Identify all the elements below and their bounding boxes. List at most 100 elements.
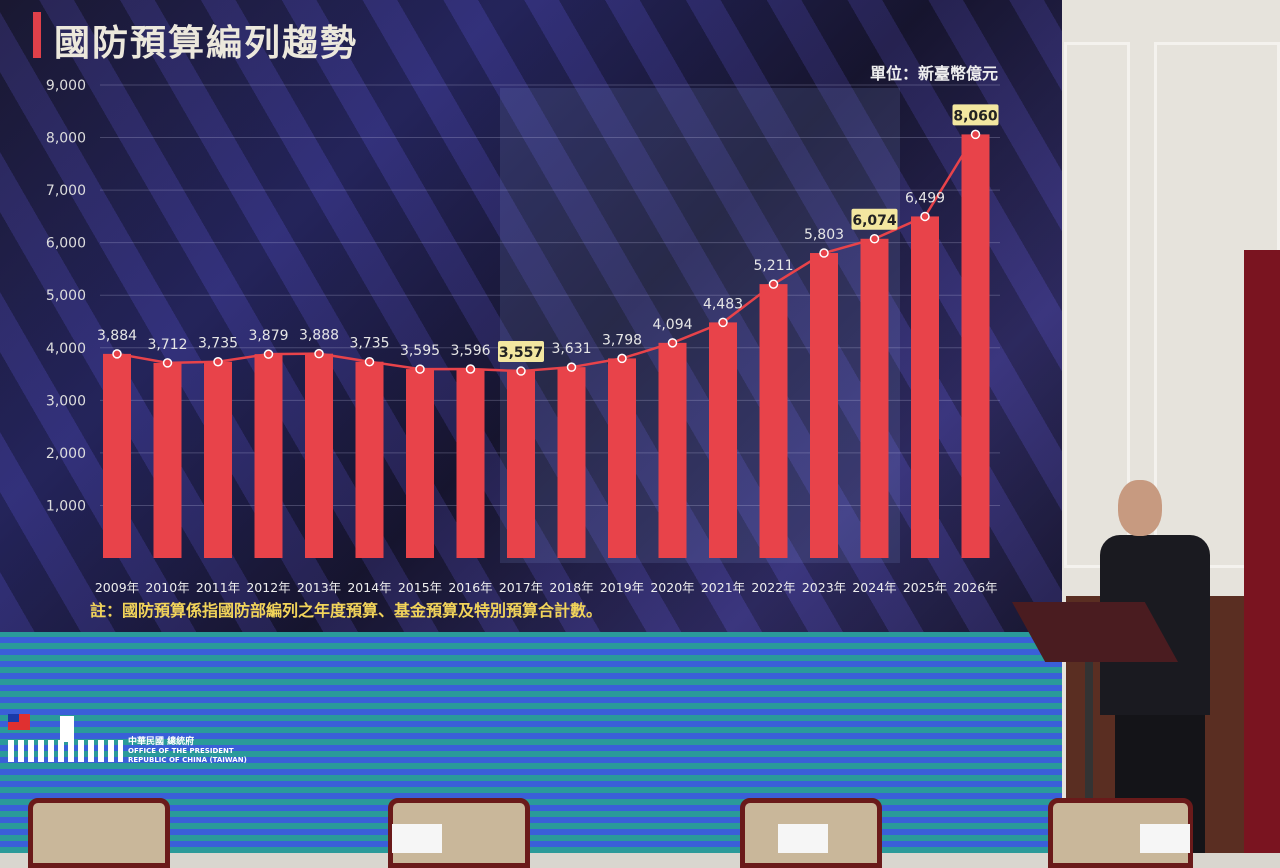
data-label: 3,712 bbox=[147, 337, 187, 353]
data-point bbox=[667, 338, 678, 348]
bar bbox=[305, 353, 333, 558]
data-label: 5,803 bbox=[804, 227, 844, 243]
wall-panel bbox=[1064, 42, 1130, 568]
data-point bbox=[718, 317, 728, 328]
x-tick-label: 2022年 bbox=[751, 580, 795, 595]
y-tick-label: 2,000 bbox=[46, 446, 86, 462]
chair bbox=[28, 798, 170, 868]
unit-label: 單位：新臺幣億元 bbox=[869, 64, 998, 83]
highlight-box bbox=[952, 104, 999, 126]
bar bbox=[103, 353, 131, 558]
x-tick-label: 2023年 bbox=[802, 580, 846, 595]
footnote: 註：國防預算係指國防部編列之年度預算、基金預算及特別預算合計數。 bbox=[90, 601, 603, 620]
name-card bbox=[778, 824, 828, 853]
name-card bbox=[1140, 824, 1190, 853]
data-label: 5,211 bbox=[753, 258, 793, 274]
data-point bbox=[970, 129, 981, 140]
data-label: 3,557 bbox=[499, 345, 543, 361]
budget-chart: 1,000 2,000 3,000 4,000 5,000 6,000 7,000 8,000… bbox=[46, 78, 1000, 595]
data-point bbox=[314, 348, 324, 359]
data-label: 3,798 bbox=[602, 332, 642, 348]
bar bbox=[911, 216, 939, 558]
data-point bbox=[768, 279, 779, 289]
bar bbox=[709, 322, 737, 558]
bar bbox=[355, 361, 384, 558]
x-tick-label: 2026年 bbox=[953, 580, 997, 595]
podium-stand bbox=[1085, 660, 1093, 810]
flag-icon bbox=[8, 714, 30, 730]
data-label: 3,884 bbox=[97, 328, 137, 344]
y-tick-label: 1,000 bbox=[46, 498, 86, 514]
x-tick-label: 2010年 bbox=[145, 580, 189, 595]
bar bbox=[860, 238, 889, 558]
bar bbox=[153, 362, 182, 558]
data-label: 3,888 bbox=[299, 328, 339, 344]
bar bbox=[507, 371, 535, 558]
data-point bbox=[162, 358, 173, 368]
highlight-box bbox=[851, 208, 898, 230]
logo-name-en-1: OFFICE OF THE PRESIDENT bbox=[128, 747, 234, 755]
data-point bbox=[920, 211, 930, 222]
data-label: 6,499 bbox=[905, 190, 945, 206]
lower-backdrop bbox=[0, 632, 1070, 853]
bar bbox=[204, 361, 232, 558]
data-label: 4,094 bbox=[652, 317, 692, 333]
y-tick-label: 3,000 bbox=[46, 393, 86, 409]
data-label: 4,483 bbox=[703, 296, 743, 312]
x-tick-label: 2024年 bbox=[852, 580, 896, 595]
logo-name-zh: 中華民國 總統府 bbox=[128, 737, 195, 747]
bar bbox=[608, 358, 636, 558]
bar bbox=[810, 253, 838, 558]
highlight-box bbox=[498, 341, 544, 363]
logo-name-en-2: REPUBLIC OF CHINA (TAIWAN) bbox=[128, 756, 247, 764]
data-point bbox=[364, 356, 375, 367]
presidential-office-logo bbox=[8, 740, 123, 762]
y-tick-label: 9,000 bbox=[46, 78, 86, 94]
bar bbox=[961, 134, 990, 558]
data-point bbox=[465, 364, 476, 374]
x-tick-label: 2011年 bbox=[196, 580, 240, 595]
data-label: 3,735 bbox=[198, 336, 238, 352]
y-tick-label: 6,000 bbox=[46, 236, 86, 252]
x-tick-label: 2014年 bbox=[347, 580, 391, 595]
y-tick-label: 4,000 bbox=[46, 341, 86, 357]
bar bbox=[557, 367, 586, 558]
x-tick-label: 2009年 bbox=[95, 580, 139, 595]
y-tick-label: 8,000 bbox=[46, 131, 86, 147]
bar bbox=[456, 369, 485, 558]
data-label: 3,596 bbox=[450, 343, 490, 359]
x-tick-label: 2021年 bbox=[701, 580, 745, 595]
trend-line bbox=[116, 133, 977, 373]
data-point bbox=[869, 234, 880, 244]
x-tick-label: 2019年 bbox=[600, 580, 644, 595]
bar bbox=[658, 342, 687, 558]
x-tick-label: 2025年 bbox=[903, 580, 947, 595]
data-point bbox=[112, 349, 122, 359]
bar bbox=[759, 284, 788, 558]
x-tick-label: 2018年 bbox=[549, 580, 593, 595]
name-card bbox=[392, 824, 442, 853]
data-label: 3,631 bbox=[551, 341, 591, 357]
speaker-head bbox=[1118, 480, 1162, 536]
data-point bbox=[819, 248, 829, 258]
data-label: 8,060 bbox=[953, 108, 998, 124]
y-tick-label: 5,000 bbox=[46, 288, 86, 304]
data-point bbox=[263, 349, 274, 359]
x-tick-label: 2013年 bbox=[297, 580, 341, 595]
x-tick-label: 2020年 bbox=[650, 580, 694, 595]
data-label: 3,879 bbox=[248, 328, 288, 344]
bar bbox=[254, 354, 283, 558]
x-tick-label: 2015年 bbox=[398, 580, 442, 595]
projection-screen: 國防預算編列趨勢 單位：新臺幣億元 1,000 2,000 3,000 4,000 5,… bbox=[0, 0, 1066, 632]
x-tick-label: 2012年 bbox=[246, 580, 290, 595]
bar bbox=[406, 369, 434, 558]
slide-title: 國防預算編列趨勢 bbox=[54, 23, 359, 64]
data-point bbox=[213, 356, 223, 367]
x-tick-label: 2016年 bbox=[448, 580, 492, 595]
curtain bbox=[1244, 250, 1280, 853]
y-tick-label: 7,000 bbox=[46, 183, 86, 199]
x-tick-label: 2017年 bbox=[499, 580, 543, 595]
data-label: 3,595 bbox=[400, 343, 440, 359]
data-point bbox=[617, 353, 627, 364]
data-label: 6,074 bbox=[852, 213, 897, 229]
